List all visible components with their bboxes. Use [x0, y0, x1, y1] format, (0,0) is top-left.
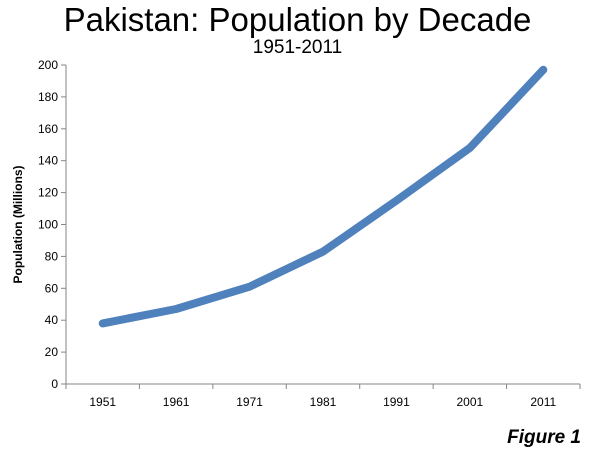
data-point: [102, 322, 104, 324]
series-line: [98, 65, 548, 328]
data-point: [395, 200, 397, 202]
chart-title: Pakistan: Population by Decade: [63, 1, 532, 38]
x-tick-label: 1971: [236, 395, 263, 409]
data-point: [249, 286, 251, 288]
y-axis-label: Population (Millions): [11, 166, 25, 284]
x-tick-label: 2001: [457, 395, 484, 409]
y-tick-label: 40: [45, 313, 59, 327]
y-tick-label: 20: [45, 345, 59, 359]
data-point: [175, 308, 177, 310]
y-tick-label: 80: [45, 249, 59, 263]
series-layer: [98, 65, 548, 328]
y-tick-label: 160: [38, 122, 58, 136]
y-axis-ticks: 0 20 40 60 80 100 120 140 160 180 200: [38, 58, 66, 391]
chart-subtitle: 1951-2011: [252, 37, 343, 58]
data-point: [469, 147, 471, 149]
x-tick-label: 2011: [530, 395, 556, 409]
y-tick-label: 200: [38, 58, 58, 72]
y-tick-label: 60: [45, 281, 59, 295]
x-axis-ticks: 1951 1961 1971 1981 1991 2001 2011: [65, 384, 581, 409]
y-tick-label: 120: [38, 186, 58, 200]
y-tick-label: 100: [38, 218, 58, 232]
data-point: [542, 69, 544, 71]
y-tick-label: 140: [38, 154, 58, 168]
data-point: [322, 251, 324, 253]
y-tick-label: 180: [38, 90, 58, 104]
y-tick-label: 0: [51, 377, 58, 391]
x-tick-label: 1951: [89, 395, 116, 409]
x-tick-label: 1981: [310, 395, 337, 409]
x-tick-label: 1991: [383, 395, 410, 409]
x-tick-label: 1961: [163, 395, 190, 409]
figure-caption: Figure 1: [507, 427, 581, 448]
